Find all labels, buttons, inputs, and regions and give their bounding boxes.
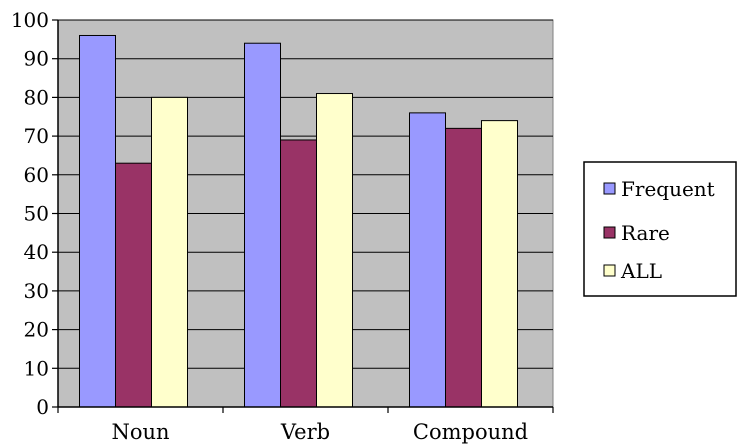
y-tick-label: 40 xyxy=(24,240,49,264)
bar-rare-compound xyxy=(445,127,482,408)
y-tick-label: 100 xyxy=(11,8,49,32)
x-category-label: Compound xyxy=(413,420,528,444)
y-tick-label: 90 xyxy=(24,47,49,71)
legend-label-rare: Rare xyxy=(621,221,670,245)
legend: Frequent Rare ALL xyxy=(583,161,737,297)
y-tick-label: 0 xyxy=(36,395,49,419)
bar-frequent-verb xyxy=(244,42,281,408)
x-axis-ticks: Noun Verb Compound xyxy=(57,407,554,444)
y-axis-ticks: 0 10 20 30 40 50 60 70 80 90 100 xyxy=(11,8,58,419)
legend-label-all: ALL xyxy=(620,259,662,283)
bar-all-compound xyxy=(481,120,518,408)
legend-swatch-frequent xyxy=(603,182,616,195)
y-tick-label: 30 xyxy=(24,279,49,303)
x-category-label: Verb xyxy=(280,420,330,444)
legend-swatch-all xyxy=(603,264,616,277)
bar-all-verb xyxy=(316,93,353,408)
bar-frequent-compound xyxy=(409,112,446,408)
y-tick-label: 50 xyxy=(24,202,49,226)
y-tick-label: 10 xyxy=(24,356,49,380)
x-category-label: Noun xyxy=(111,420,169,444)
bar-rare-noun xyxy=(115,162,152,408)
bar-all-noun xyxy=(151,96,188,408)
legend-label-frequent: Frequent xyxy=(621,177,715,201)
y-tick-label: 20 xyxy=(24,318,49,342)
bar-frequent-noun xyxy=(79,34,116,408)
legend-swatch-rare xyxy=(603,226,616,239)
y-tick-label: 80 xyxy=(24,85,49,109)
bar-rare-verb xyxy=(280,139,317,408)
y-tick-label: 70 xyxy=(24,124,49,148)
y-tick-label: 60 xyxy=(24,163,49,187)
